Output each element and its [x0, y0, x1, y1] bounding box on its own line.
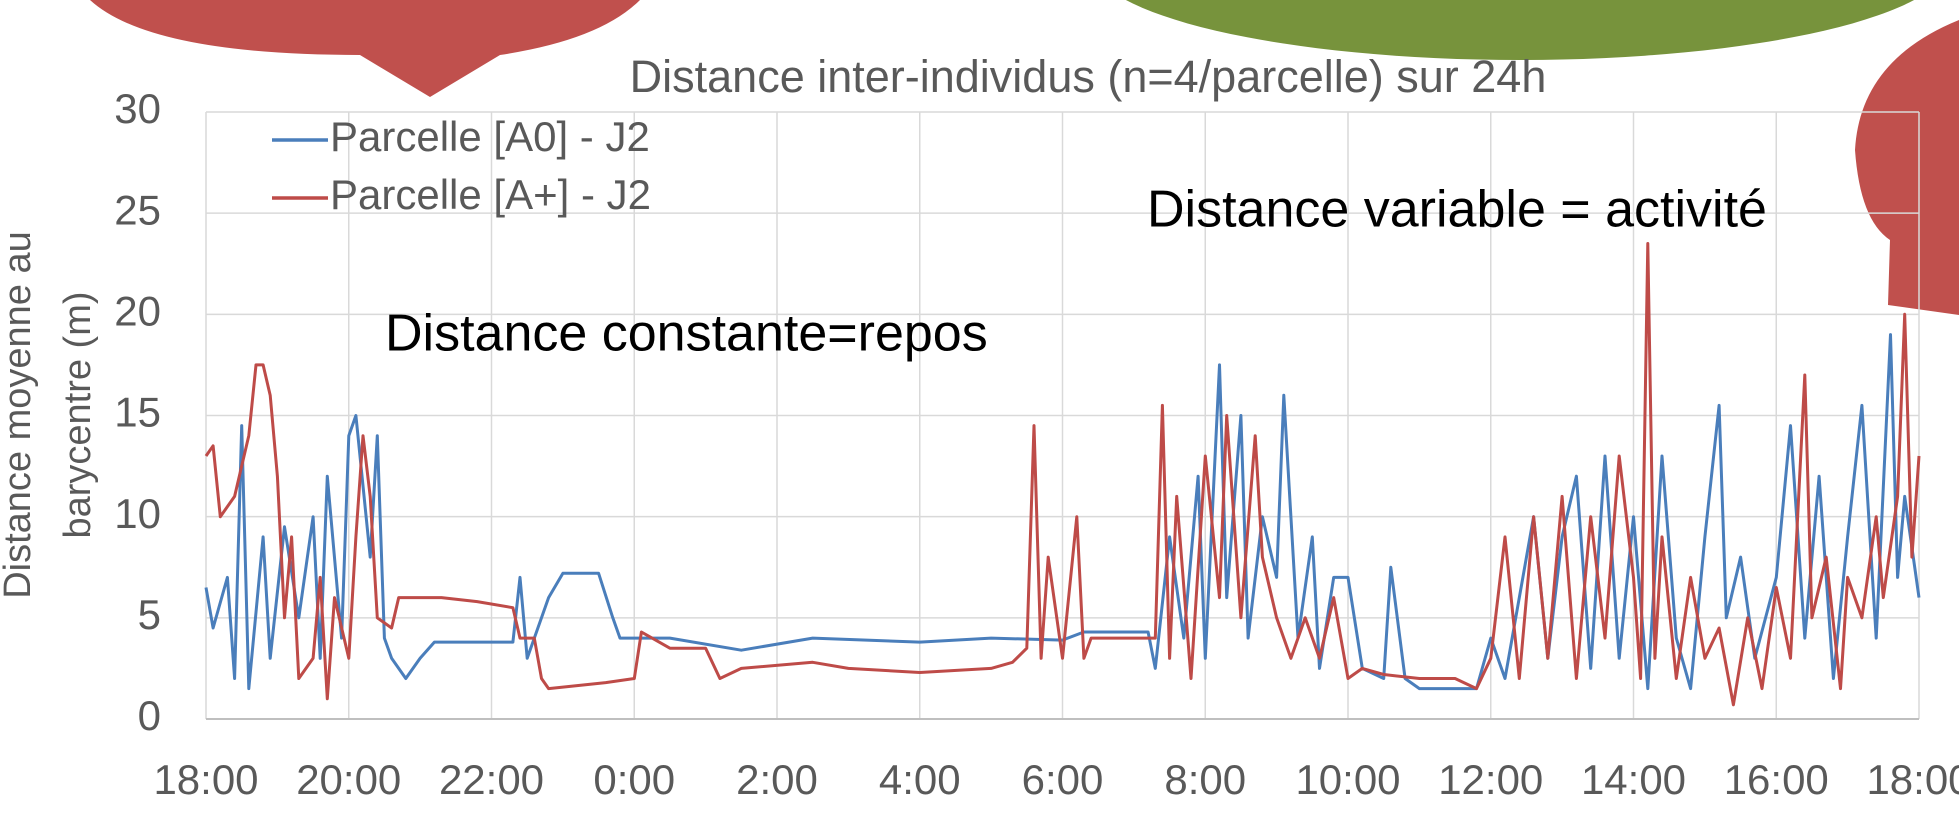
y-tick-label: 10 [114, 490, 161, 537]
x-tick-label: 22:00 [439, 756, 544, 803]
annotation: Distance constante=repos [385, 305, 988, 363]
x-tick-label: 20:00 [296, 756, 401, 803]
x-tick-label: 16:00 [1724, 756, 1829, 803]
y-tick-label: 0 [138, 692, 161, 739]
x-tick-label: 8:00 [1164, 756, 1246, 803]
y-axis-label: Distance moyenne au [0, 231, 39, 599]
x-tick-label: 14:00 [1581, 756, 1686, 803]
chart: Distance inter-individus (n=4/parcelle) … [0, 0, 1959, 818]
y-tick-label: 15 [114, 389, 161, 436]
x-tick-label: 18:00 [153, 756, 258, 803]
legend-label: Parcelle [A+] - J2 [330, 171, 651, 218]
x-tick-label: 6:00 [1022, 756, 1104, 803]
decor-bubble [90, 0, 640, 97]
legend-label: Parcelle [A0] - J2 [330, 113, 650, 160]
x-tick-label: 12:00 [1438, 756, 1543, 803]
y-tick-label: 20 [114, 287, 161, 334]
decor-shape [1855, 20, 1959, 315]
y-tick-label: 25 [114, 186, 161, 233]
y-axis-label: barycentre (m) [57, 291, 99, 538]
x-tick-label: 18:00 [1866, 756, 1959, 803]
x-tick-label: 4:00 [879, 756, 961, 803]
chart-title: Distance inter-individus (n=4/parcelle) … [630, 51, 1547, 102]
x-tick-label: 10:00 [1295, 756, 1400, 803]
annotation: Distance variable = activité [1147, 181, 1767, 239]
y-tick-label: 5 [138, 591, 161, 638]
page: Distance inter-individus (n=4/parcelle) … [0, 0, 1959, 818]
x-tick-label: 0:00 [593, 756, 675, 803]
x-tick-label: 2:00 [736, 756, 818, 803]
y-tick-label: 30 [114, 85, 161, 132]
